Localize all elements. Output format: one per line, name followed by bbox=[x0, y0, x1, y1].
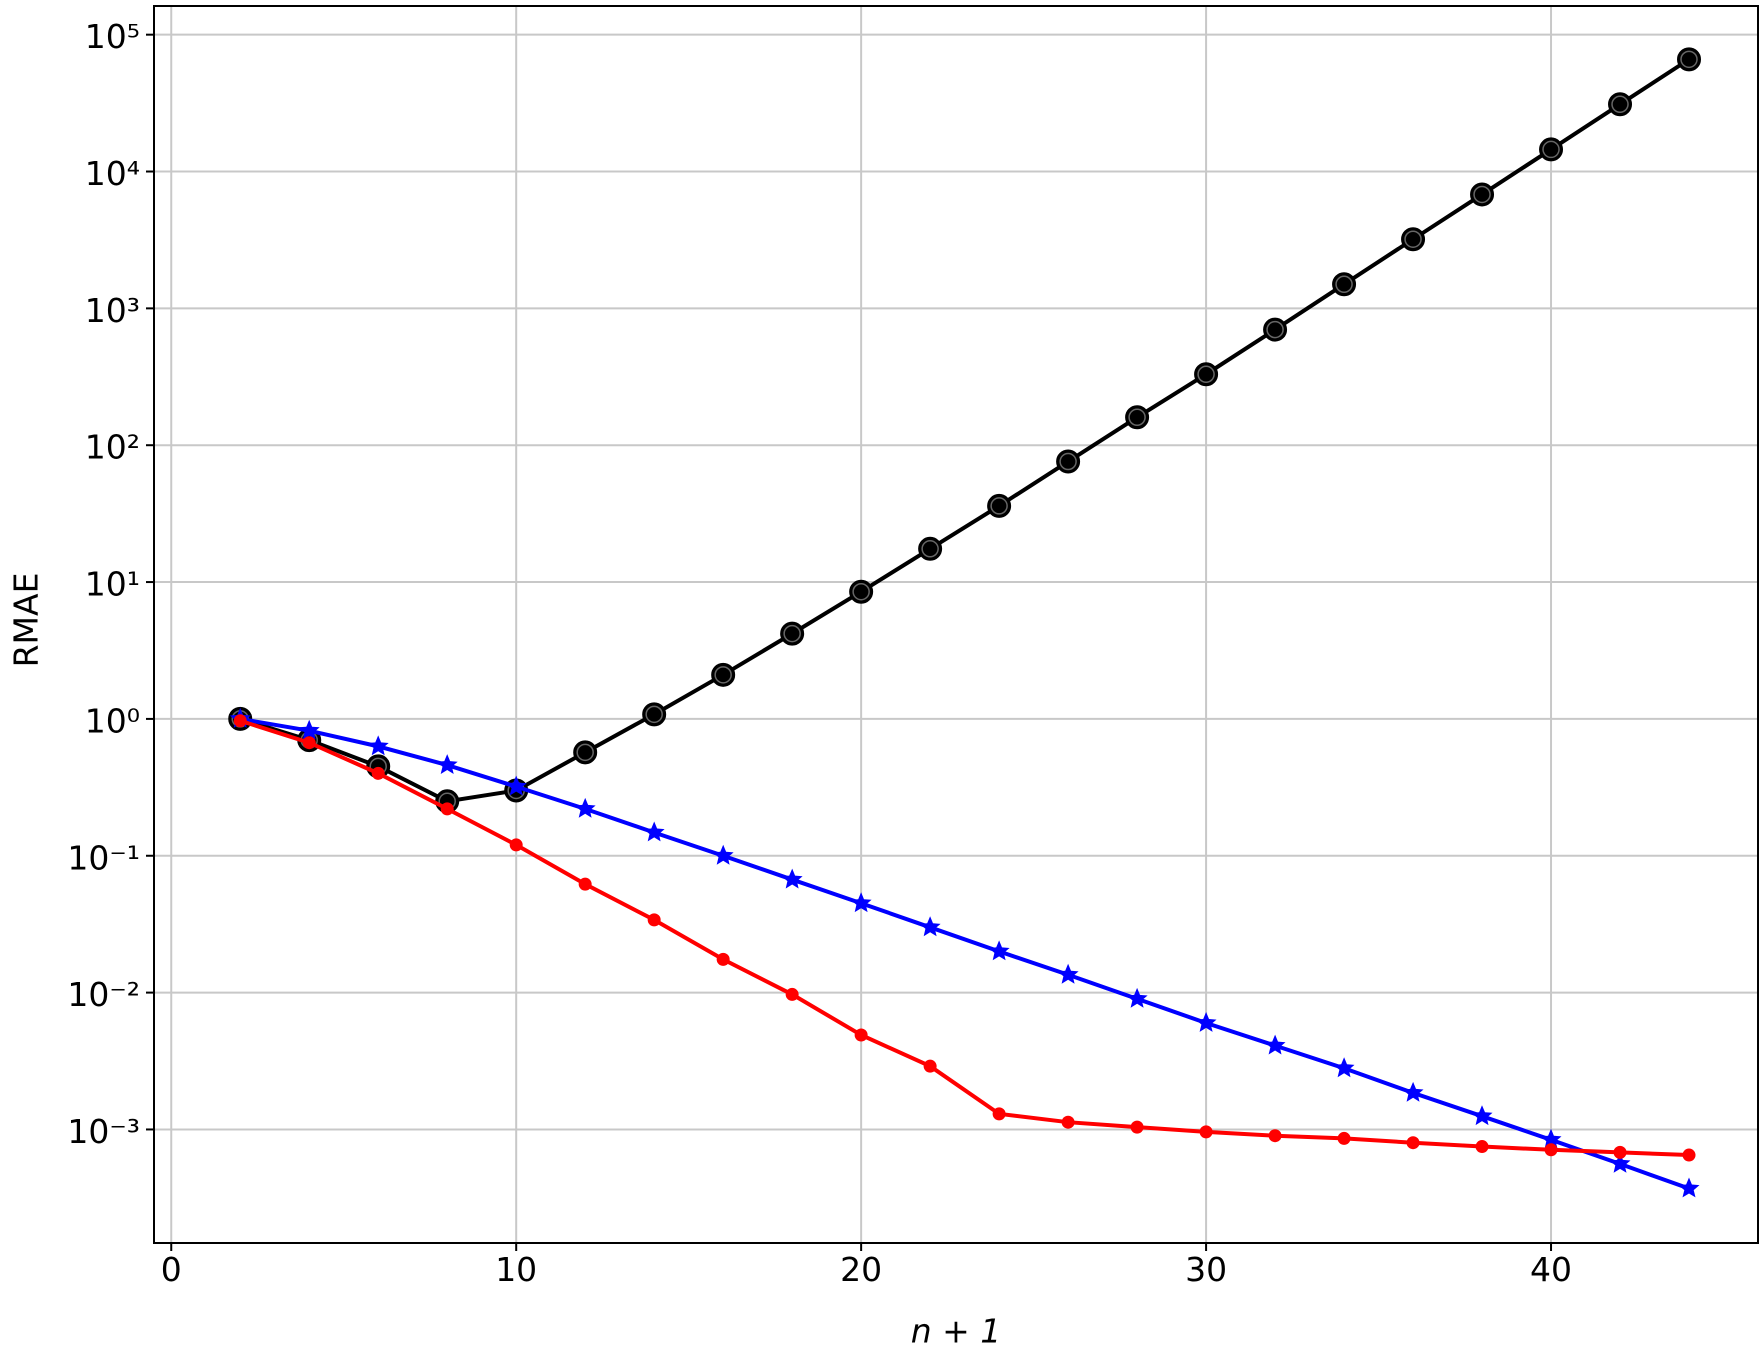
marker bbox=[1130, 1120, 1144, 1134]
marker bbox=[1682, 1148, 1696, 1162]
x-tick-label: 0 bbox=[161, 1250, 182, 1289]
marker bbox=[1406, 1136, 1420, 1150]
y-tick-label: 10³ bbox=[85, 291, 140, 330]
marker bbox=[1061, 1115, 1075, 1129]
marker bbox=[1264, 1034, 1286, 1055]
marker bbox=[712, 844, 734, 865]
marker bbox=[1195, 1012, 1217, 1032]
marker bbox=[1678, 1177, 1700, 1198]
y-tick-label: 10⁵ bbox=[85, 17, 140, 56]
series-line bbox=[239, 718, 1690, 1158]
marker bbox=[716, 952, 730, 966]
marker bbox=[919, 916, 941, 937]
marker bbox=[1199, 1125, 1213, 1139]
marker-ring bbox=[990, 497, 1008, 515]
marker bbox=[371, 766, 385, 780]
marker bbox=[988, 940, 1010, 961]
marker bbox=[1613, 1145, 1627, 1159]
marker-ring bbox=[1266, 320, 1284, 339]
marker-ring bbox=[783, 624, 801, 643]
marker bbox=[440, 802, 454, 816]
y-tick-label: 10⁴ bbox=[85, 154, 140, 193]
marker-ring bbox=[1059, 452, 1077, 471]
marker bbox=[647, 913, 661, 927]
marker bbox=[1333, 1057, 1355, 1078]
marker bbox=[505, 775, 527, 796]
y-tick-label: 10⁻² bbox=[67, 975, 140, 1014]
marker bbox=[854, 1028, 868, 1042]
marker bbox=[436, 754, 458, 774]
marker bbox=[1268, 1129, 1282, 1143]
marker bbox=[923, 1059, 937, 1073]
marker bbox=[1609, 1152, 1631, 1173]
marker-ring bbox=[1542, 140, 1560, 159]
marker bbox=[785, 987, 799, 1001]
marker bbox=[850, 892, 872, 913]
y-tick-label: 10⁰ bbox=[85, 701, 140, 740]
marker-ring bbox=[1128, 408, 1146, 427]
marker bbox=[233, 714, 247, 728]
series-line bbox=[239, 716, 1690, 1191]
marker bbox=[1126, 987, 1148, 1008]
marker-ring bbox=[714, 666, 732, 684]
marker bbox=[367, 735, 389, 756]
marker-ring bbox=[921, 540, 939, 558]
marker bbox=[1544, 1143, 1558, 1157]
marker bbox=[992, 1107, 1006, 1121]
marker-ring bbox=[1611, 95, 1629, 114]
marker-ring bbox=[852, 582, 870, 601]
marker bbox=[781, 868, 803, 889]
marker bbox=[1540, 1128, 1562, 1149]
marker-ring bbox=[1404, 230, 1422, 248]
marker bbox=[1337, 1131, 1351, 1145]
x-tick-label: 10 bbox=[495, 1250, 537, 1289]
marker bbox=[1475, 1140, 1489, 1154]
marker bbox=[1471, 1105, 1493, 1126]
marker-ring bbox=[1473, 185, 1491, 204]
series-line bbox=[239, 57, 1691, 804]
marker bbox=[643, 821, 665, 842]
y-tick-label: 10⁻³ bbox=[67, 1112, 140, 1151]
marker bbox=[1402, 1081, 1424, 1102]
marker bbox=[298, 719, 320, 740]
plot-frame bbox=[153, 5, 1759, 1244]
marker-ring bbox=[645, 705, 663, 724]
marker-ring bbox=[576, 743, 594, 762]
marker bbox=[574, 797, 596, 818]
marker bbox=[509, 838, 523, 852]
marker-ring bbox=[1680, 50, 1698, 69]
marker-ring bbox=[1197, 365, 1215, 384]
x-tick-label: 20 bbox=[840, 1250, 882, 1289]
x-tick-label: 40 bbox=[1530, 1250, 1572, 1289]
marker bbox=[1057, 963, 1079, 984]
y-tick-label: 10⁻¹ bbox=[67, 838, 140, 877]
marker bbox=[578, 877, 592, 891]
marker bbox=[302, 736, 316, 750]
y-axis-label: RMAE bbox=[7, 573, 46, 668]
x-tick-label: 30 bbox=[1185, 1250, 1227, 1289]
y-tick-label: 10² bbox=[85, 428, 140, 467]
marker-ring bbox=[1335, 275, 1353, 294]
x-axis-label: n + 1 bbox=[911, 1312, 1002, 1350]
y-tick-label: 10¹ bbox=[85, 565, 140, 604]
